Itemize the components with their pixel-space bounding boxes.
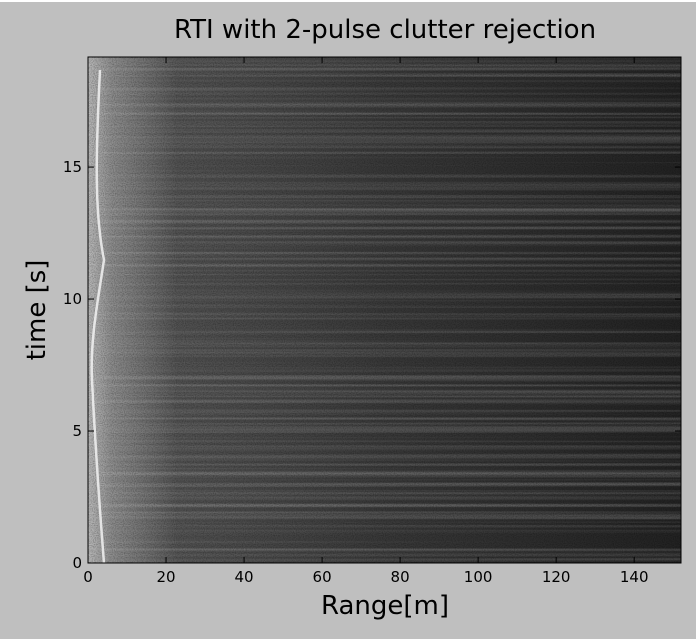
y-tick-label: 0 xyxy=(72,554,82,572)
x-tick-label: 0 xyxy=(83,568,93,586)
ticks: 0 20 40 60 80 100 120 140 0 5 10 15 xyxy=(63,57,681,586)
x-tick-label: 60 xyxy=(313,568,332,586)
x-tick-label: 140 xyxy=(620,568,649,586)
x-tick-label: 120 xyxy=(542,568,571,586)
image-grain xyxy=(88,57,681,563)
heatmap-image xyxy=(88,57,681,563)
y-tick-label: 10 xyxy=(63,290,82,308)
x-tick-label: 20 xyxy=(156,568,175,586)
echo-trace xyxy=(90,69,106,563)
plot-frame xyxy=(87,56,682,564)
y-axis-label: time [s] xyxy=(22,260,52,361)
y-tick-label: 15 xyxy=(63,158,82,176)
chart-title: RTI with 2-pulse clutter rejection xyxy=(174,15,596,45)
x-tick-label: 100 xyxy=(464,568,493,586)
x-tick-label: 80 xyxy=(391,568,410,586)
y-tick-label: 5 xyxy=(72,422,82,440)
figure-edge xyxy=(0,0,696,2)
x-tick-label: 40 xyxy=(235,568,254,586)
x-axis-label: Range[m] xyxy=(321,591,449,621)
